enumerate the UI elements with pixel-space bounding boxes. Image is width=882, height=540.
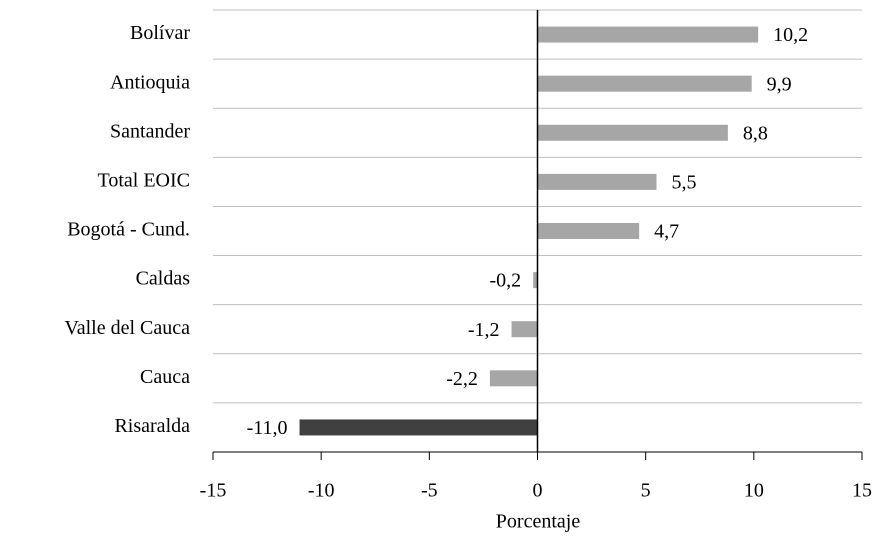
- y-tick-label: Antioquia: [110, 71, 190, 93]
- bar: [299, 419, 538, 436]
- value-label: -1,2: [468, 319, 500, 341]
- x-tick-label: 5: [641, 480, 651, 502]
- x-tick-label: -15: [200, 480, 227, 502]
- bar: [489, 370, 538, 387]
- x-tick-label: 0: [533, 480, 543, 502]
- value-label: 5,5: [671, 171, 696, 193]
- bar: [537, 75, 752, 92]
- y-tick-label: Caldas: [136, 268, 191, 290]
- x-tick-label: 15: [852, 480, 872, 502]
- value-label: 4,7: [654, 221, 679, 243]
- y-tick-label: Total EOIC: [98, 169, 190, 191]
- bar: [533, 272, 538, 289]
- x-tick-label: -10: [308, 480, 335, 502]
- y-tick-label: Cauca: [140, 366, 190, 388]
- y-tick-label: Bolívar: [130, 22, 190, 44]
- x-axis-label: Porcentaje: [496, 511, 581, 533]
- x-tick-label: 10: [744, 480, 764, 502]
- x-tick-label: -5: [421, 480, 438, 502]
- bar: [537, 223, 640, 239]
- bar: [537, 124, 728, 141]
- value-label: 9,9: [767, 73, 792, 95]
- y-tick-label: Santander: [110, 120, 190, 142]
- value-label: -0,2: [490, 270, 522, 292]
- value-label: 10,2: [773, 24, 808, 46]
- y-tick-label: Bogotá - Cund.: [67, 219, 190, 241]
- y-tick-label: Valle del Cauca: [65, 317, 191, 339]
- bar: [537, 173, 657, 190]
- value-label: -11,0: [247, 417, 288, 439]
- value-label: -2,2: [446, 368, 478, 390]
- y-tick-label: Risaralda: [114, 415, 190, 437]
- value-label: 8,8: [743, 122, 768, 144]
- bar: [537, 26, 759, 43]
- bar: [511, 321, 538, 338]
